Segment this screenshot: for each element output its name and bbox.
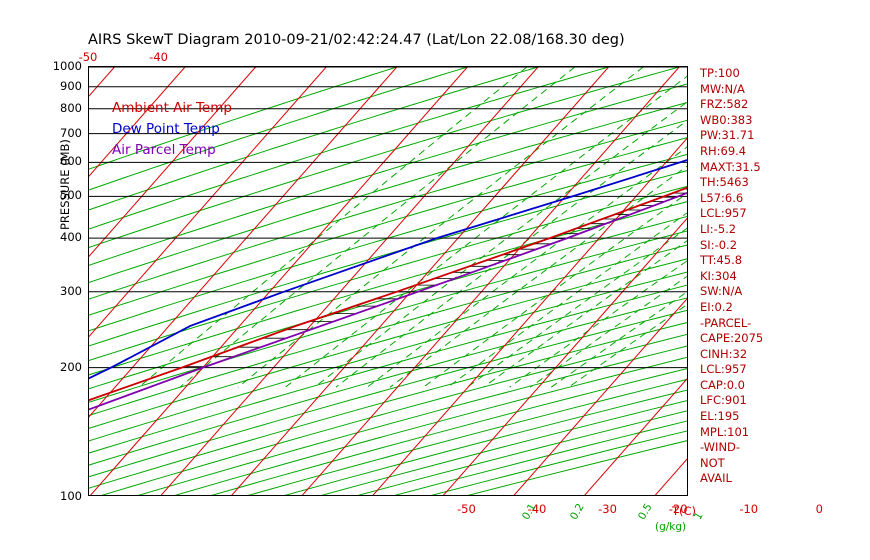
index-value: CAP:0.0 [700,378,840,394]
pressure-tick-label: 300 [28,284,82,298]
pressure-tick-label: 400 [28,230,82,244]
index-value: EL:195 [700,409,840,425]
bottom-temperature-tick-label: -50 [446,502,486,516]
dry-adiabat-line [89,156,688,463]
skewt-diagram-page: AIRS SkewT Diagram 2010-09-21/02:42:24.4… [0,0,870,560]
index-value: LFC:901 [700,393,840,409]
index-value: SW:N/A [700,284,840,300]
index-value: TT:45.8 [700,253,840,269]
pressure-tick-label: 900 [28,79,82,93]
index-value: MPL:101 [700,425,840,441]
dry-adiabat-line [89,200,688,496]
bottom-temperature-tick-label: -10 [729,502,769,516]
index-value: PW:31.71 [700,128,840,144]
top-temperature-axis: -50-40 [88,50,688,64]
index-value: LI:-5.2 [700,222,840,238]
bottom-temperature-tick-label: 0 [799,502,839,516]
dry-adiabat-line [133,274,688,496]
pressure-tick-label: 800 [28,101,82,115]
isotherm-line [230,67,608,496]
index-value: TP:100 [700,66,840,82]
mixing-ratio-tick-label: 0.5 [636,502,655,522]
index-value: FRZ:582 [700,97,840,113]
mixing-ratio-line [285,67,688,387]
index-value: LCL:957 [700,362,840,378]
stability-indices-panel: TP:100MW:N/AFRZ:582WB0:383PW:31.71RH:69.… [700,66,840,487]
index-value: RH:69.4 [700,144,840,160]
index-value: WB0:383 [700,113,840,129]
index-value: MAXT:31.5 [700,160,840,176]
pressure-tick-label: 700 [28,126,82,140]
index-value: -WIND- [700,440,840,456]
page-title: AIRS SkewT Diagram 2010-09-21/02:42:24.4… [88,32,625,48]
bottom-temperature-axis: -50-40-30-20-1001020300.10.20.51 [88,500,688,540]
pressure-tick-label: 1000 [28,59,82,73]
mixing-ratio-line [390,79,688,388]
mixing-ratio-tick-label: 0.2 [568,502,587,522]
pressure-tick-label: 100 [28,489,82,503]
index-value: -PARCEL- [700,316,840,332]
index-value: AVAIL [700,471,840,487]
legend-entry: Dew Point Temp [112,121,220,137]
x-axis-label: T(C) [672,504,696,518]
index-value: MW:N/A [700,82,840,98]
index-value: CINH:32 [700,347,840,363]
mixing-ratio-line [180,67,575,387]
mixing-ratio-unit-label: (g/kg) [655,521,686,533]
dry-adiabat-line [89,128,688,434]
index-value: L57:6.6 [700,191,840,207]
bottom-temperature-tick-label: -30 [588,502,628,516]
isotherm-line [301,67,679,496]
index-value: KI:304 [700,269,840,285]
legend-entry: Air Parcel Temp [112,142,216,158]
index-value: NOT [700,456,840,472]
pressure-tick-label: 500 [28,188,82,202]
index-value: CAPE:2075 [700,331,840,347]
index-value: EI:0.2 [700,300,840,316]
index-value: TH:5463 [700,175,840,191]
top-temperature-tick-label: -40 [139,50,179,64]
index-value: SI:-0.2 [700,238,840,254]
pressure-tick-label: 200 [28,360,82,374]
y-axis-label: PRESSURE (MB) [58,139,72,230]
pressure-tick-label: 600 [28,154,82,168]
legend-entry: Ambient Air Temp [112,100,232,116]
index-value: LCL:957 [700,206,840,222]
